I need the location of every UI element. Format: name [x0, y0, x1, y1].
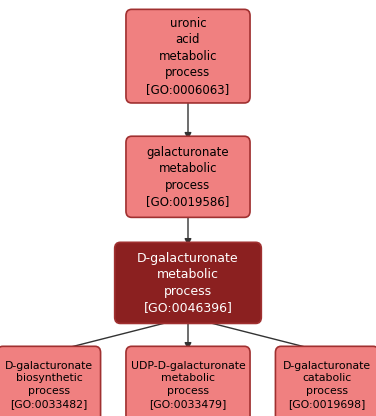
Text: UDP-D-galacturonate
metabolic
process
[GO:0033479]: UDP-D-galacturonate metabolic process [G… [130, 361, 246, 409]
Text: D-galacturonate
catabolic
process
[GO:0019698]: D-galacturonate catabolic process [GO:00… [283, 361, 371, 409]
FancyBboxPatch shape [0, 346, 101, 416]
Text: D-galacturonate
metabolic
process
[GO:0046396]: D-galacturonate metabolic process [GO:00… [137, 252, 239, 314]
FancyBboxPatch shape [126, 136, 250, 218]
Text: galacturonate
metabolic
process
[GO:0019586]: galacturonate metabolic process [GO:0019… [146, 146, 230, 208]
Text: uronic
acid
metabolic
process
[GO:0006063]: uronic acid metabolic process [GO:000606… [146, 17, 230, 96]
FancyBboxPatch shape [126, 346, 250, 416]
FancyBboxPatch shape [275, 346, 376, 416]
Text: D-galacturonate
biosynthetic
process
[GO:0033482]: D-galacturonate biosynthetic process [GO… [5, 361, 93, 409]
FancyBboxPatch shape [126, 9, 250, 103]
FancyBboxPatch shape [115, 242, 261, 324]
